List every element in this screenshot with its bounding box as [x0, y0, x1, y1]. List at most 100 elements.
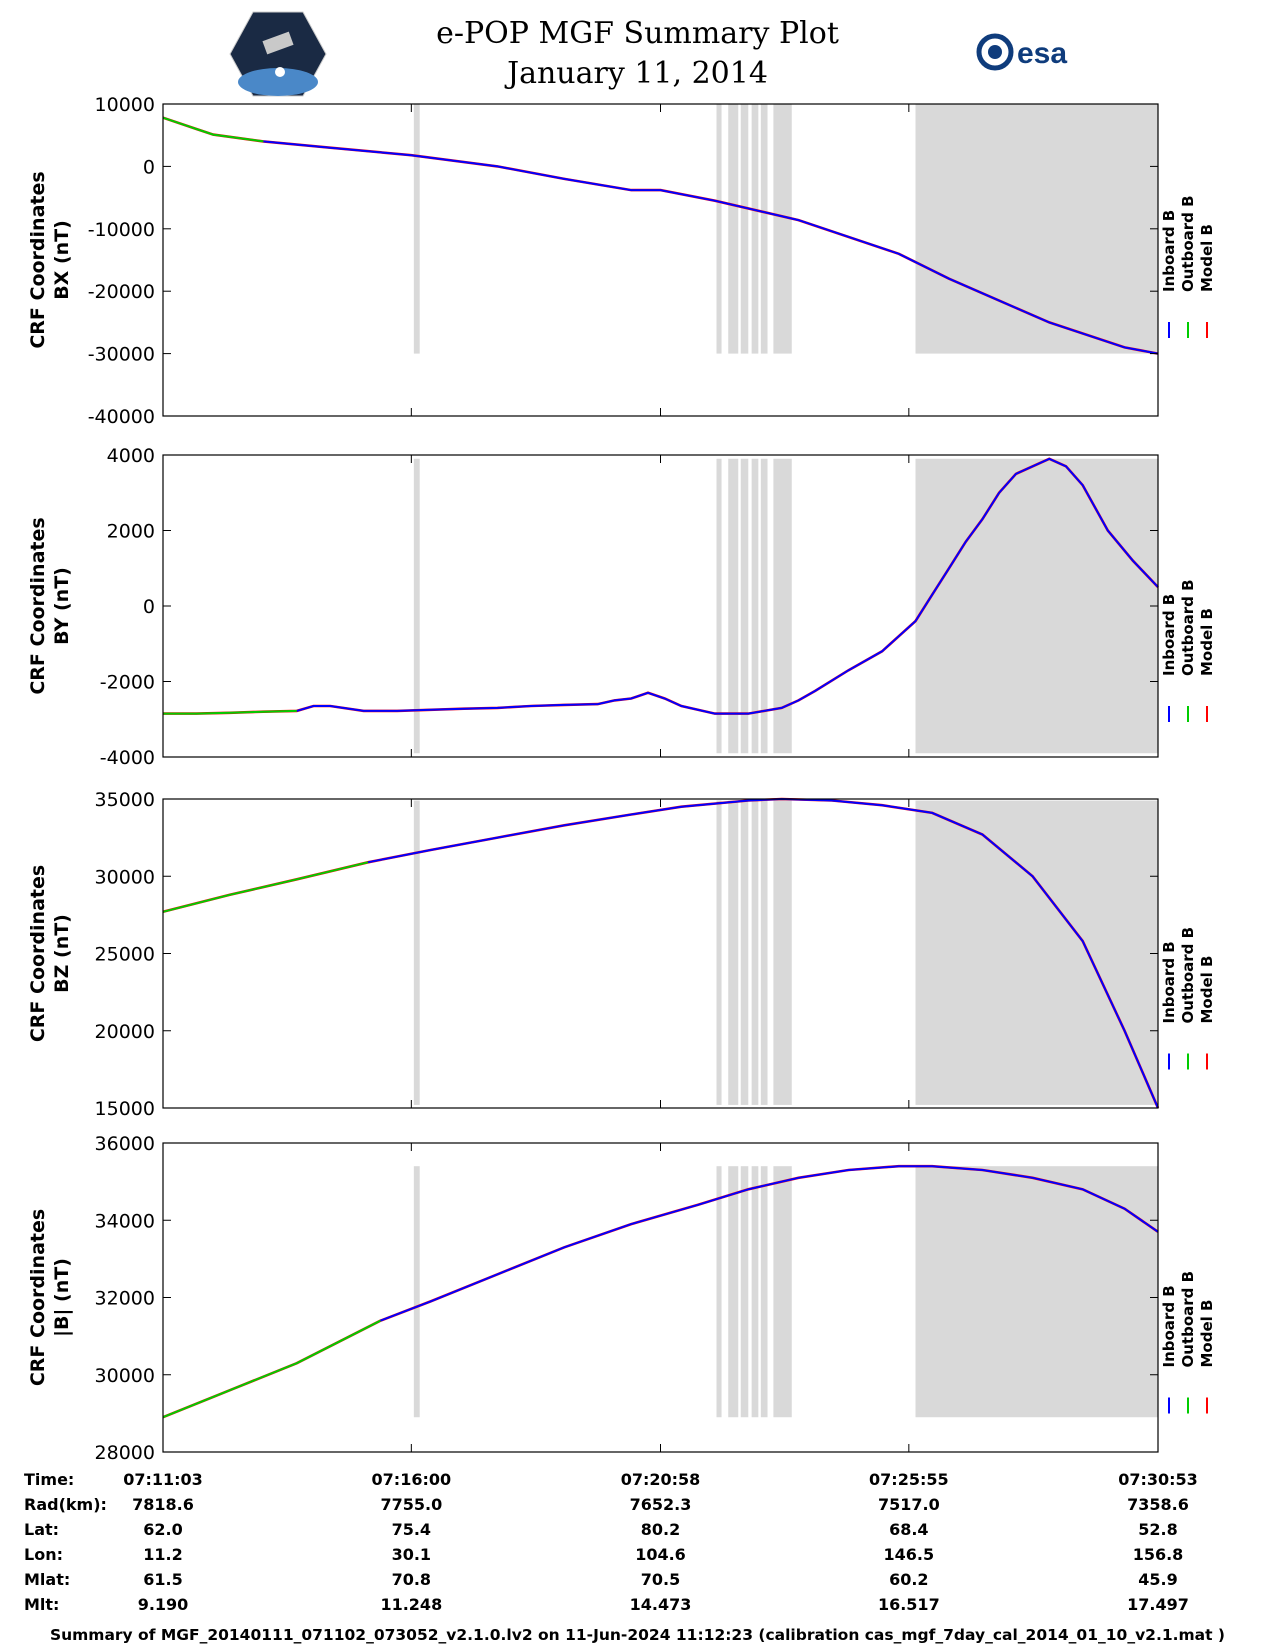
cassiope-logo — [229, 11, 327, 97]
data-gap-bar — [413, 458, 420, 754]
chart-title: e-POP MGF Summary Plot — [436, 16, 839, 51]
info-cell: 07:16:00 — [371, 1470, 452, 1489]
info-cell: 60.2 — [889, 1570, 929, 1589]
y-axis-unit-label: BZ (nT) — [51, 914, 73, 993]
info-row-label: Mlt: — [24, 1595, 60, 1614]
y-tick-label: 0 — [143, 596, 155, 618]
y-tick-label: -4000 — [100, 747, 155, 769]
info-cell: 7652.3 — [629, 1495, 692, 1514]
legend-label: Outboard B — [1179, 927, 1197, 1024]
y-tick-label: -30000 — [88, 344, 155, 366]
y-tick-label: 28000 — [95, 1442, 155, 1464]
data-gap-bar — [760, 104, 768, 354]
legend-label: Outboard B — [1179, 1271, 1197, 1368]
data-gap-bar — [773, 458, 792, 754]
data-gap-bar — [773, 104, 792, 354]
y-tick-label: 34000 — [95, 1210, 155, 1232]
series-line-outboard-b — [162, 861, 369, 913]
info-cell: 80.2 — [640, 1520, 681, 1539]
info-cell: 52.8 — [1138, 1520, 1178, 1539]
info-cell: 61.5 — [143, 1570, 183, 1589]
data-gap-bar — [740, 800, 749, 1105]
legend-label: Inboard B — [1160, 1285, 1178, 1367]
y-tick-label: -2000 — [100, 672, 155, 694]
info-cell: 16.517 — [877, 1595, 940, 1614]
series-line-inboard-b — [367, 797, 1159, 1109]
data-gap-bar — [751, 1166, 759, 1418]
info-cell: 07:11:03 — [123, 1470, 203, 1489]
legend-label: Outboard B — [1179, 579, 1197, 676]
data-gap-bar — [716, 104, 722, 354]
info-cell: 9.190 — [137, 1595, 189, 1614]
data-gap-bar — [740, 104, 749, 354]
data-gap-bar — [728, 104, 739, 354]
y-tick-label: -10000 — [88, 219, 155, 241]
data-gap-bar — [413, 104, 420, 354]
info-row-label: Lon: — [24, 1545, 63, 1564]
y-tick-label: 25000 — [95, 944, 155, 966]
info-cell: 30.1 — [391, 1545, 432, 1564]
y-tick-label: -40000 — [88, 406, 155, 428]
footer-caption: Summary of MGF_20140111_071102_073052_v2… — [49, 1626, 1226, 1644]
info-cell: 70.5 — [640, 1570, 681, 1589]
data-gap-bar — [751, 104, 759, 354]
y-tick-label: 15000 — [95, 1098, 155, 1120]
panel-4: 36000 34000 32000 30000 28000 CRF Coordinates… — [27, 1133, 1216, 1464]
data-gap-bar — [760, 1166, 768, 1418]
esa-logo-text: esa — [1017, 37, 1067, 70]
series-line-inboard-b — [380, 1165, 1159, 1322]
data-gap-bar — [740, 458, 749, 754]
series-line-inboard-b — [296, 457, 1159, 715]
data-gap-shade — [915, 104, 1158, 354]
legend-label: Model B — [1198, 1300, 1216, 1368]
data-gap-bar — [716, 1166, 722, 1418]
info-cell: 45.9 — [1138, 1570, 1178, 1589]
data-gap-bar — [740, 1166, 749, 1418]
data-gap-shade — [915, 800, 1158, 1105]
data-gap-shade — [915, 1166, 1158, 1418]
info-cell: 104.6 — [635, 1545, 686, 1564]
data-gap-bar — [773, 1166, 792, 1418]
info-cell: 07:20:58 — [620, 1470, 701, 1489]
y-tick-label: 10000 — [95, 94, 155, 116]
legend-label: Outboard B — [1179, 195, 1197, 292]
chart-date: January 11, 2014 — [507, 56, 768, 91]
info-cell: 11.2 — [143, 1545, 183, 1564]
data-gap-shade — [915, 458, 1158, 754]
y-tick-label: 0 — [143, 156, 155, 178]
y-tick-label: 20000 — [95, 1021, 155, 1043]
info-cell: 156.8 — [1132, 1545, 1184, 1564]
data-gap-bar — [413, 1166, 420, 1418]
y-tick-label: 30000 — [95, 866, 155, 888]
info-row-label: Rad(km): — [24, 1495, 107, 1514]
y-axis-unit-label: |B| (nT) — [51, 1258, 73, 1337]
info-cell: 07:30:53 — [1118, 1470, 1198, 1489]
info-cell: 75.4 — [391, 1520, 432, 1539]
data-gap-bar — [760, 458, 768, 754]
panel-2: 4000 2000 0 -2000 -4000 CRF Coordinates BY (nT… — [27, 445, 1216, 769]
y-axis-label: CRF Coordinates — [27, 517, 49, 694]
data-gap-bar — [413, 800, 420, 1105]
y-axis-label: CRF Coordinates — [27, 865, 49, 1042]
info-cell: 07:25:55 — [869, 1470, 949, 1489]
esa-logo: esa — [976, 33, 1067, 71]
data-gap-bar — [728, 1166, 739, 1418]
y-tick-label: 35000 — [95, 789, 155, 811]
y-tick-label: 32000 — [95, 1288, 155, 1310]
data-gap-bar — [728, 800, 739, 1105]
info-cell: 146.5 — [883, 1545, 935, 1564]
info-row-label: Time: — [24, 1470, 75, 1489]
y-tick-label: -20000 — [88, 281, 155, 303]
y-tick-label: 4000 — [107, 445, 155, 467]
info-row-label: Lat: — [24, 1520, 60, 1539]
legend-label: Model B — [1198, 224, 1216, 292]
data-gap-bar — [751, 458, 759, 754]
y-axis-label: CRF Coordinates — [27, 171, 49, 348]
info-cell: 14.473 — [629, 1595, 692, 1614]
series-line-outboard-b — [162, 1319, 381, 1419]
legend-label: Inboard B — [1160, 941, 1178, 1023]
y-tick-label: 36000 — [95, 1133, 155, 1155]
y-axis-unit-label: BY (nT) — [51, 567, 73, 645]
info-cell: 70.8 — [391, 1570, 432, 1589]
legend-label: Inboard B — [1160, 210, 1178, 292]
